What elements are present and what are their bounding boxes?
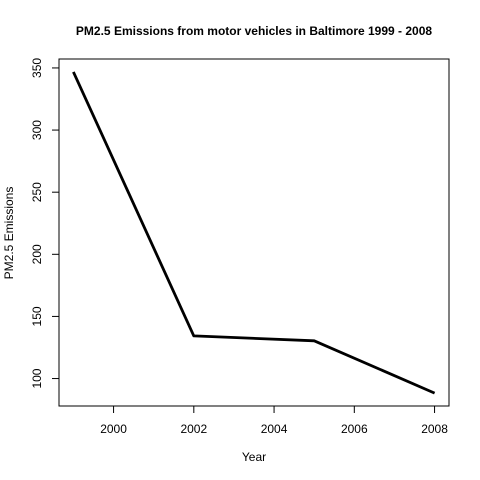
x-tick-label: 2006	[341, 422, 368, 436]
plot-frame	[58, 58, 450, 407]
series-line	[72, 71, 436, 395]
series-group	[72, 71, 436, 395]
y-axis: 100 150 200 250 300 350	[30, 58, 59, 389]
x-axis-label: Year	[242, 450, 266, 464]
x-tick-label: 2000	[100, 422, 127, 436]
y-axis-label: PM2.5 Emissions	[2, 187, 16, 280]
x-tick-label: 2004	[261, 422, 288, 436]
x-tick-label: 2002	[180, 422, 207, 436]
y-tick-label: 100	[30, 368, 44, 388]
x-tick-label: 2008	[421, 422, 448, 436]
y-tick-label: 300	[30, 120, 44, 140]
y-tick-label: 150	[30, 306, 44, 326]
y-tick-label: 250	[30, 182, 44, 202]
y-tick-label: 350	[30, 58, 44, 78]
y-tick-label: 200	[30, 244, 44, 264]
chart-title: PM2.5 Emissions from motor vehicles in B…	[76, 24, 432, 38]
x-axis: 2000 2002 2004 2006 2008	[100, 406, 448, 436]
